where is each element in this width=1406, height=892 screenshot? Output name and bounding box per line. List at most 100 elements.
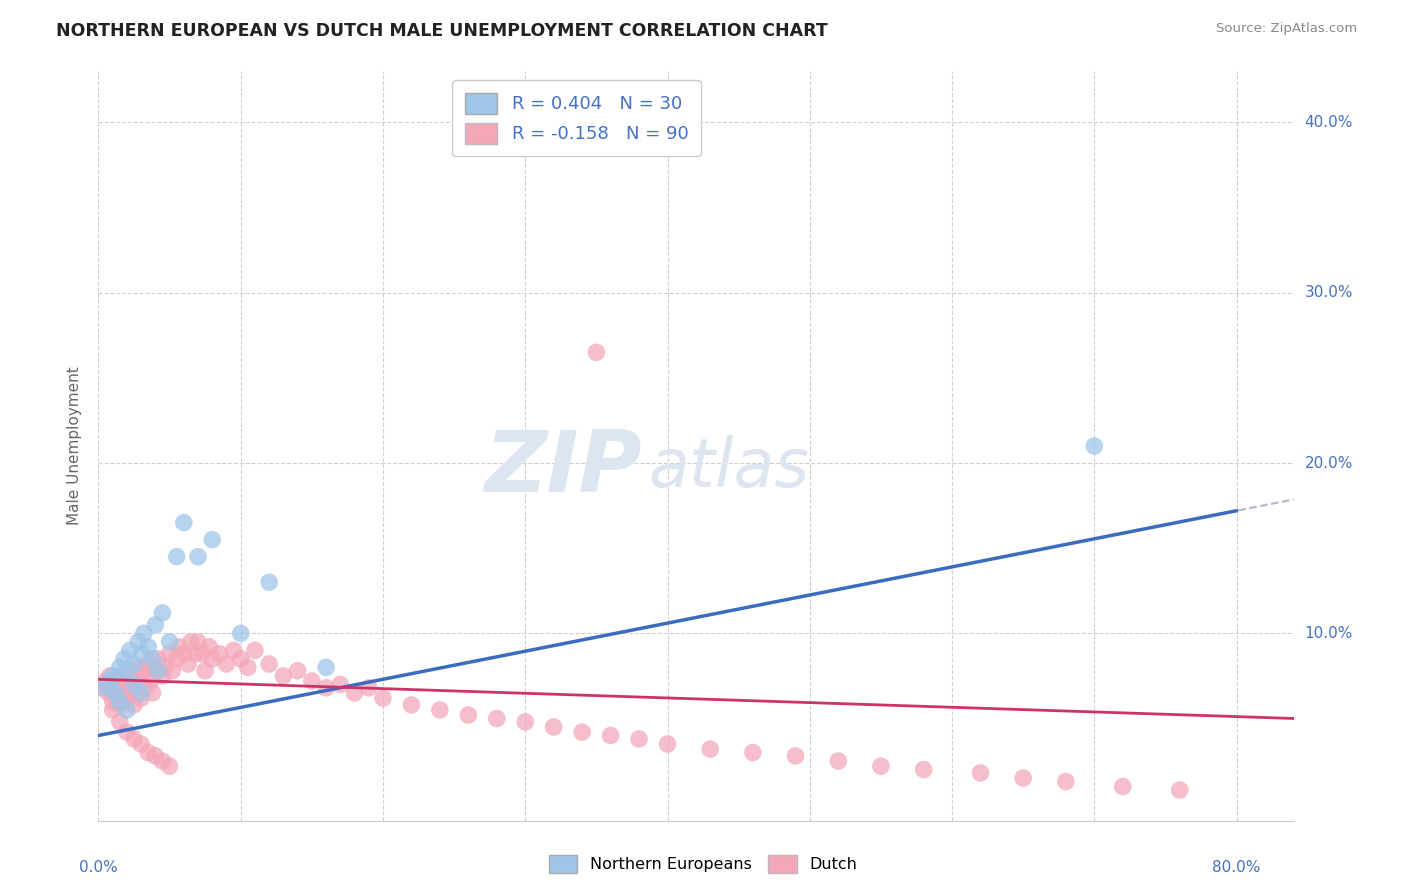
Point — [543, 720, 565, 734]
Point — [118, 681, 141, 695]
Point — [194, 664, 217, 678]
Point — [134, 681, 156, 695]
Point — [301, 673, 323, 688]
Point — [166, 549, 188, 564]
Point — [136, 657, 159, 671]
Point — [108, 714, 131, 729]
Point — [169, 640, 191, 654]
Point — [187, 549, 209, 564]
Point — [136, 746, 159, 760]
Point — [657, 737, 679, 751]
Text: NORTHERN EUROPEAN VS DUTCH MALE UNEMPLOYMENT CORRELATION CHART: NORTHERN EUROPEAN VS DUTCH MALE UNEMPLOY… — [56, 22, 828, 40]
Point — [485, 711, 508, 725]
Point — [585, 345, 607, 359]
Point — [108, 681, 131, 695]
Point — [571, 725, 593, 739]
Point — [122, 657, 145, 671]
Point — [122, 673, 145, 688]
Point — [115, 664, 138, 678]
Point — [198, 640, 221, 654]
Point — [969, 766, 991, 780]
Point — [97, 686, 120, 700]
Point — [115, 694, 138, 708]
Text: 40.0%: 40.0% — [1305, 115, 1353, 130]
Point — [152, 754, 174, 768]
Point — [98, 669, 121, 683]
Point — [91, 681, 114, 695]
Point — [112, 652, 135, 666]
Point — [912, 763, 935, 777]
Point — [180, 635, 202, 649]
Text: 0.0%: 0.0% — [79, 860, 118, 874]
Point — [173, 647, 195, 661]
Point — [94, 673, 117, 688]
Point — [229, 652, 252, 666]
Point — [870, 759, 893, 773]
Point — [122, 677, 145, 691]
Text: 20.0%: 20.0% — [1305, 456, 1353, 470]
Point — [371, 691, 394, 706]
Point — [699, 742, 721, 756]
Point — [104, 686, 127, 700]
Point — [159, 647, 181, 661]
Point — [1168, 783, 1191, 797]
Legend: Northern Europeans, Dutch: Northern Europeans, Dutch — [543, 848, 863, 880]
Point — [141, 686, 163, 700]
Point — [229, 626, 252, 640]
Point — [108, 694, 131, 708]
Point — [201, 652, 224, 666]
Text: 30.0%: 30.0% — [1305, 285, 1353, 301]
Point — [741, 746, 763, 760]
Point — [827, 754, 849, 768]
Point — [120, 669, 142, 683]
Point — [132, 664, 155, 678]
Point — [101, 669, 124, 683]
Point — [628, 731, 651, 746]
Point — [108, 698, 131, 712]
Point — [257, 657, 280, 671]
Point — [1012, 771, 1035, 785]
Point — [136, 640, 159, 654]
Point — [122, 731, 145, 746]
Point — [173, 516, 195, 530]
Point — [129, 647, 152, 661]
Point — [143, 664, 166, 678]
Point — [148, 652, 170, 666]
Point — [357, 681, 380, 695]
Point — [401, 698, 423, 712]
Point — [111, 669, 134, 683]
Point — [208, 647, 231, 661]
Point — [152, 606, 174, 620]
Point — [129, 737, 152, 751]
Point — [98, 673, 121, 688]
Point — [152, 669, 174, 683]
Point — [222, 643, 245, 657]
Point — [127, 635, 149, 649]
Point — [112, 691, 135, 706]
Point — [94, 681, 117, 695]
Point — [187, 635, 209, 649]
Point — [129, 686, 152, 700]
Point — [148, 664, 170, 678]
Point — [177, 657, 200, 671]
Point — [115, 725, 138, 739]
Point — [287, 664, 309, 678]
Point — [257, 575, 280, 590]
Point — [125, 686, 148, 700]
Point — [236, 660, 259, 674]
Point — [162, 664, 184, 678]
Point — [243, 643, 266, 657]
Point — [141, 652, 163, 666]
Point — [108, 660, 131, 674]
Point — [273, 669, 295, 683]
Point — [104, 686, 127, 700]
Text: 10.0%: 10.0% — [1305, 626, 1353, 640]
Point — [143, 617, 166, 632]
Point — [101, 677, 124, 691]
Point — [105, 673, 128, 688]
Point — [139, 673, 162, 688]
Point — [785, 748, 807, 763]
Point — [159, 635, 181, 649]
Point — [184, 647, 207, 661]
Text: atlas: atlas — [648, 435, 810, 501]
